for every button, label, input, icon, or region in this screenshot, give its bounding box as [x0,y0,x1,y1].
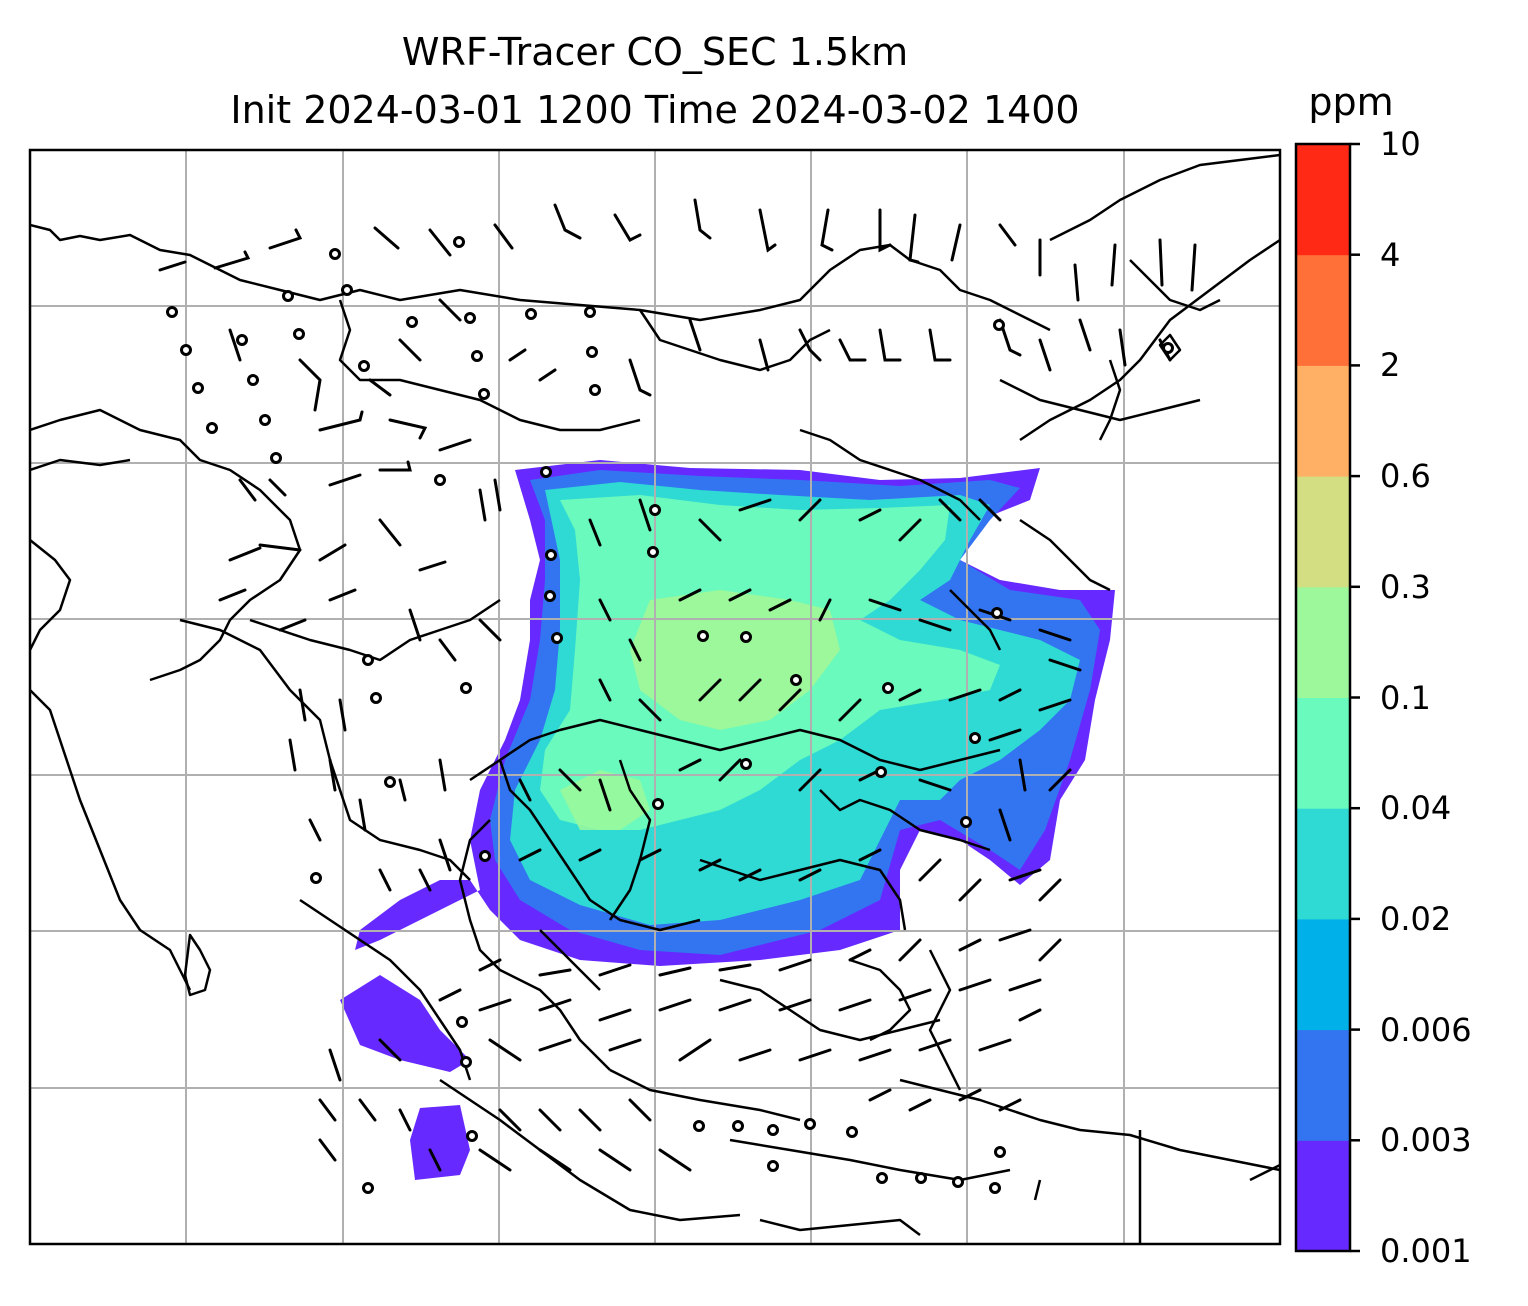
title-line2: Init 2024-03-01 1200 Time 2024-03-02 140… [230,88,1080,132]
colorbar-tick-label: 0.003 [1380,1121,1472,1160]
title-line1: WRF-Tracer CO_SEC 1.5km [401,30,909,74]
gridlines [30,150,1280,1244]
colorbar-tick-label: 0.1 [1380,678,1431,717]
colorbar-segment [1296,144,1350,256]
calm-circles [166,236,1174,1194]
colorbar-segment [1296,586,1350,698]
colorbar-tick-label: 0.3 [1380,567,1431,606]
colorbar-tick-label: 2 [1380,346,1401,385]
colorbar-tick-label: 0.006 [1380,1010,1472,1049]
colorbar-segment [1296,1140,1350,1252]
colorbar-tick-label: 0.04 [1380,789,1452,828]
colorbar-segment [1296,365,1350,477]
colorbar [1294,142,1360,1253]
map-frame [28,148,1282,1246]
colorbar-segment [1296,254,1350,366]
colorbar-segment [1296,1029,1350,1141]
field-sw-patch-1 [340,975,470,1072]
coastlines [30,153,1280,1244]
field-band-5 [630,590,840,730]
colorbar-tick-label: 4 [1380,235,1401,274]
colorbar-segment [1296,697,1350,809]
colorbar-tick-label: 10 [1380,125,1421,163]
colorbar-tick-label: 0.02 [1380,899,1452,938]
colorbar-segment [1296,476,1350,588]
tracer-field [340,460,1115,1180]
colorbar-segment [1296,918,1350,1031]
colorbar-tick-label: 0.001 [1380,1232,1472,1270]
field-sw-patch-2 [410,1105,470,1180]
colorbar-tick-label: 0.6 [1380,457,1431,496]
colorbar-unit: ppm [1308,80,1394,124]
map-panel [30,150,1280,1244]
colorbar-segment [1296,808,1350,920]
